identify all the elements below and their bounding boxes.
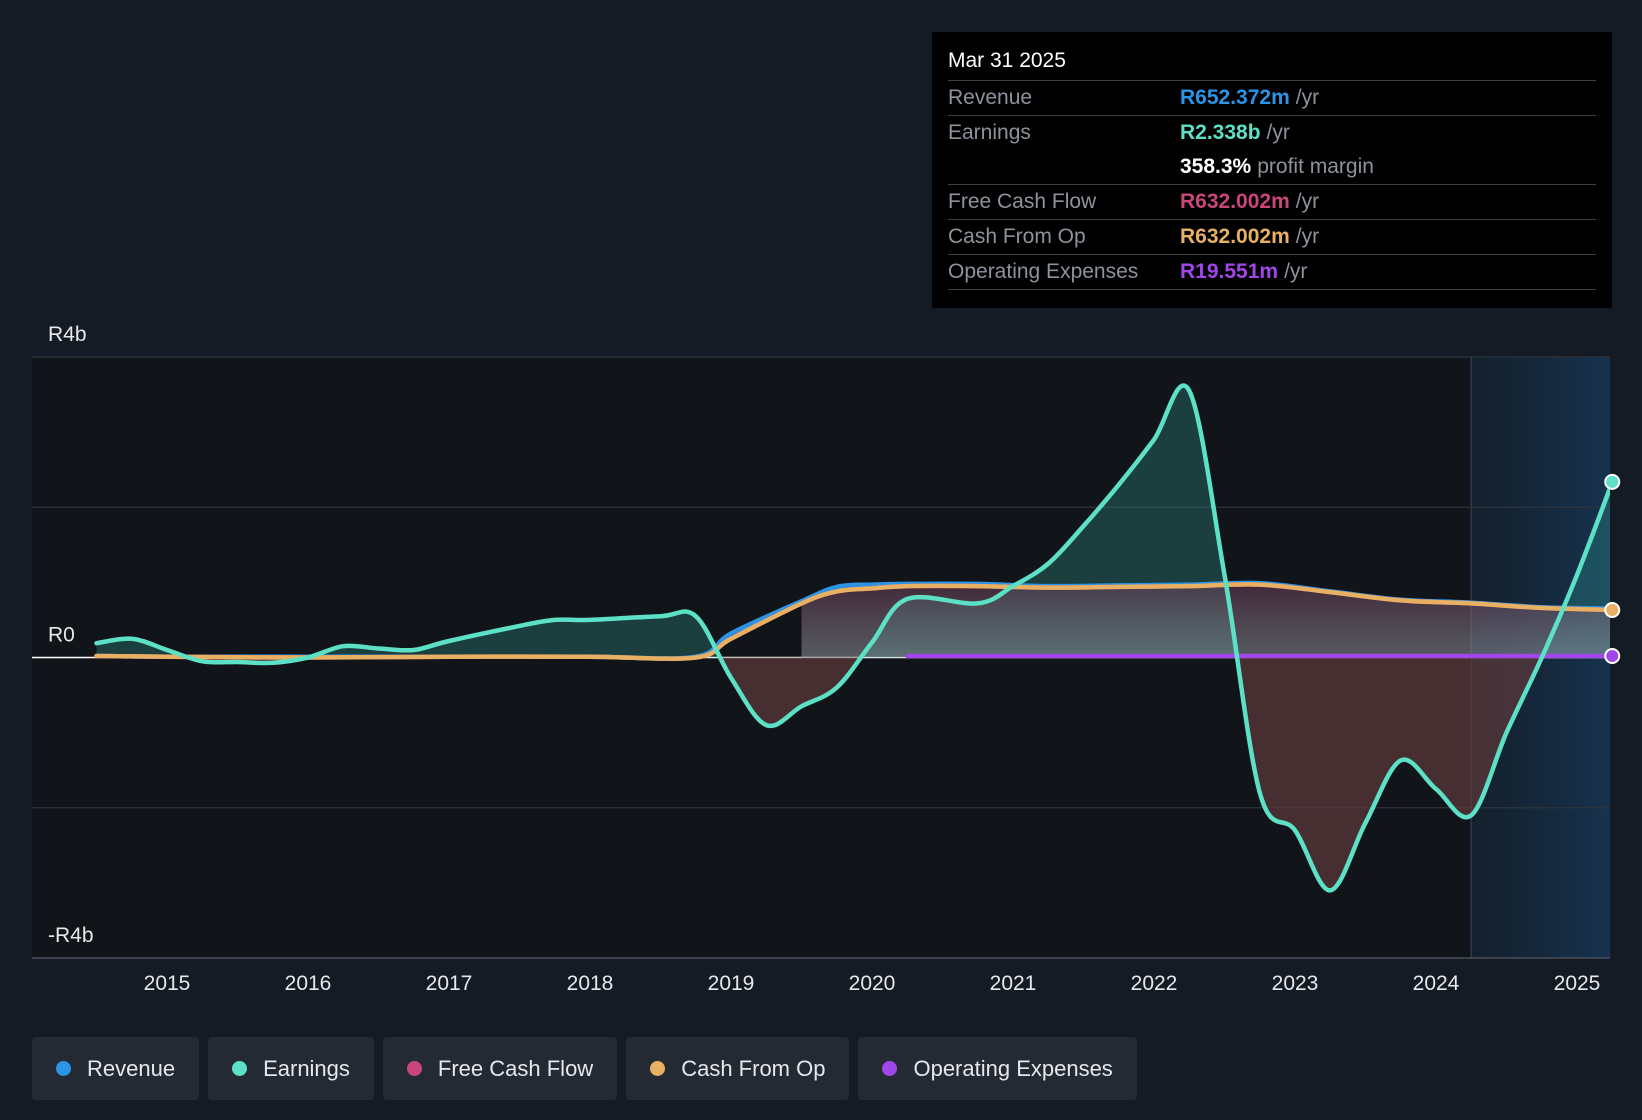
x-tick-label: 2021: [990, 972, 1037, 995]
x-tick-label: 2016: [285, 972, 332, 995]
x-tick-label: 2024: [1413, 972, 1460, 995]
end-markers: [1604, 473, 1621, 665]
legend-label: Operating Expenses: [913, 1055, 1113, 1081]
earnings-dot-icon: [232, 1061, 248, 1076]
legend-label: Earnings: [263, 1055, 350, 1081]
x-tick-label: 2023: [1272, 972, 1319, 995]
y-tick-label: R0: [48, 624, 75, 647]
x-tick-label: 2017: [426, 972, 473, 995]
legend-item-revenue[interactable]: Revenue: [32, 1037, 200, 1100]
earnings-negative-area: [96, 657, 1610, 891]
y-tick-label: -R4b: [48, 924, 94, 947]
cash-from-op-dot-icon: [650, 1061, 666, 1076]
tooltip-row-revenue: Revenue R652.372m /yr: [948, 81, 1596, 116]
cash-from-op-end-marker: [1604, 602, 1621, 619]
x-tick-label: 2019: [708, 972, 755, 995]
legend-label: Free Cash Flow: [437, 1055, 594, 1081]
tooltip-value: R632.002m: [1180, 225, 1290, 248]
tooltip-label: Revenue: [948, 86, 1033, 109]
tooltip-label: Operating Expenses: [948, 260, 1139, 283]
earnings-line: [94, 383, 1610, 893]
tooltip-value: R2.338b: [1180, 121, 1261, 144]
cash-from-op-line: [94, 582, 1610, 661]
tooltip-panel: Mar 31 2025 Revenue R652.372m /yr Earnin…: [932, 32, 1612, 308]
tooltip-row-earnings: Earnings R2.338b /yr: [948, 116, 1596, 150]
y-tick-label: R4b: [48, 323, 87, 346]
legend-item-cash-from-op[interactable]: Cash From Op: [626, 1037, 850, 1100]
earnings-end-marker: [1604, 473, 1621, 490]
tooltip-value: R19.551m: [1180, 260, 1279, 283]
tooltip-value: R632.002m: [1180, 190, 1290, 213]
legend-item-earnings[interactable]: Earnings: [208, 1037, 374, 1100]
tooltip-row-cash-from-op: Cash From Op R632.002m /yr: [948, 220, 1596, 255]
x-tick-label: 2015: [144, 972, 191, 995]
legend: Revenue Earnings Free Cash Flow Cash Fro…: [32, 1037, 1137, 1100]
legend-label: Cash From Op: [681, 1055, 826, 1081]
legend-item-operating-expenses[interactable]: Operating Expenses: [858, 1037, 1137, 1100]
free-cash-flow-dot-icon: [406, 1061, 422, 1076]
x-tick-label: 2018: [567, 972, 614, 995]
x-tick-label: 2022: [1131, 972, 1178, 995]
legend-label: Revenue: [87, 1055, 176, 1081]
tooltip-date: Mar 31 2025: [948, 46, 1596, 81]
tooltip-unit: /yr: [1295, 190, 1320, 213]
tooltip-label: [948, 150, 1180, 184]
tooltip-row-free-cash-flow: Free Cash Flow R632.002m /yr: [948, 185, 1596, 220]
tooltip-unit: profit margin: [1257, 155, 1374, 178]
tooltip-label: Free Cash Flow: [948, 190, 1097, 213]
tooltip-value: R652.372m: [1180, 86, 1290, 109]
tooltip-unit: /yr: [1295, 225, 1320, 248]
tooltip-label: Earnings: [948, 121, 1031, 144]
operating-expenses-end-marker: [1604, 648, 1621, 665]
series-lines: [94, 383, 1610, 893]
operating-expenses-dot-icon: [882, 1061, 898, 1076]
legend-item-free-cash-flow[interactable]: Free Cash Flow: [382, 1037, 618, 1100]
tooltip-row-operating-expenses: Operating Expenses R19.551m /yr: [948, 255, 1596, 290]
tooltip-label: Cash From Op: [948, 225, 1086, 248]
x-tick-label: 2020: [849, 972, 896, 995]
tooltip-value: 358.3%: [1180, 155, 1252, 178]
tooltip-unit: /yr: [1266, 121, 1290, 144]
tooltip-unit: /yr: [1295, 86, 1320, 109]
tooltip-unit: /yr: [1284, 260, 1308, 283]
tooltip-row-profit-margin: 358.3% profit margin: [948, 150, 1596, 185]
y-axis-labels: R4b R0 -R4b: [48, 323, 94, 947]
x-tick-label: 2025: [1554, 972, 1601, 995]
x-axis-labels: 2015 2016 2017 2018 2019 2020 2021 2022 2023 2024…: [144, 972, 1601, 995]
revenue-dot-icon: [56, 1061, 71, 1076]
